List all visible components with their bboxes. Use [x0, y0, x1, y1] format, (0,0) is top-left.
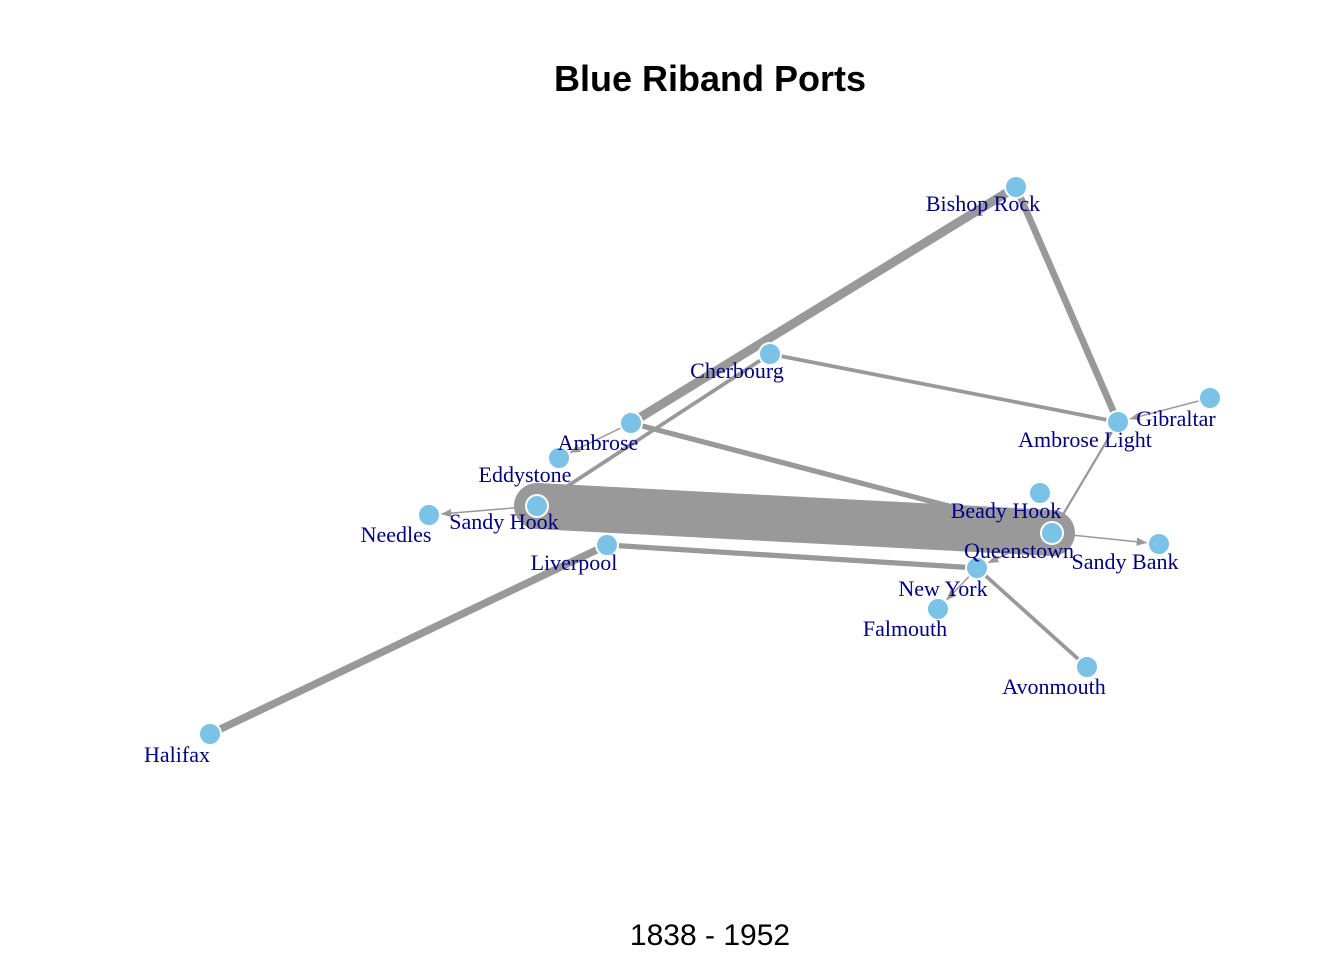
edge-ambrose-bishop_rock [626, 182, 1021, 428]
edge-halifax-liverpool [206, 541, 611, 738]
edge-queenstown-sandy_bank [1051, 532, 1148, 546]
edge-bishop_rock-ambrose_light [1012, 183, 1122, 426]
node-label-halifax: Halifax [144, 742, 210, 767]
node-eddystone [547, 446, 571, 470]
node-needles [417, 503, 441, 527]
edge-new_york-avonmouth [975, 566, 1089, 669]
edge-sandy_hook-needles [440, 505, 538, 518]
node-label-avonmouth: Avonmouth [1002, 674, 1105, 699]
chart-subtitle: 1838 - 1952 [629, 919, 791, 952]
node-halifax [198, 722, 222, 746]
node-label-cherbourg: Cherbourg [690, 358, 784, 383]
node-label-needles: Needles [361, 522, 432, 547]
edge-ambrose_light-queenstown [1050, 420, 1120, 535]
node-avonmouth [1075, 655, 1099, 679]
node-label-queenstown: Queenstown [964, 538, 1074, 563]
node-label-beady_hook: Beady Hook [951, 498, 1062, 523]
node-falmouth [926, 597, 950, 621]
chart-title: Blue Riband Ports [553, 58, 867, 99]
node-cherbourg [758, 342, 782, 366]
node-label-liverpool: Liverpool [531, 550, 618, 575]
node-gibraltar [1198, 386, 1222, 410]
node-label-falmouth: Falmouth [863, 616, 947, 641]
edge-cherbourg-ambrose_light [768, 352, 1120, 424]
node-bishop_rock [1004, 175, 1028, 199]
node-beady_hook [1028, 481, 1052, 505]
label-layer: Bishop Rock Cherbourg Ambrose Eddystone Sand… [144, 191, 1216, 767]
node-label-ambrose: Ambrose [558, 430, 639, 455]
node-label-sandy_hook: Sandy Hook [449, 509, 558, 534]
node-sandy_bank [1147, 532, 1171, 556]
edge-gibraltar-ambrose_light [1129, 397, 1211, 421]
edge-sandy_hook-queenstown [514, 483, 1075, 556]
node-sandy_hook [525, 494, 549, 518]
node-ambrose_light [1106, 410, 1130, 434]
node-new_york [965, 556, 989, 580]
node-ambrose [619, 411, 643, 435]
node-label-gibraltar: Gibraltar [1136, 406, 1216, 431]
node-label-eddystone: Eddystone [479, 462, 572, 487]
node-label-sandy_bank: Sandy Bank [1072, 549, 1179, 574]
edge-liverpool-new_york [604, 542, 980, 571]
edge-layer [206, 182, 1211, 738]
node-label-bishop_rock: Bishop Rock [926, 191, 1040, 216]
edge-ambrose-queenstown [628, 420, 1055, 536]
node-label-ambrose_light: Ambrose Light [1018, 427, 1152, 452]
node-label-new_york: New York [898, 576, 987, 601]
node-layer [198, 175, 1222, 746]
node-liverpool [595, 533, 619, 557]
node-queenstown [1040, 521, 1064, 545]
